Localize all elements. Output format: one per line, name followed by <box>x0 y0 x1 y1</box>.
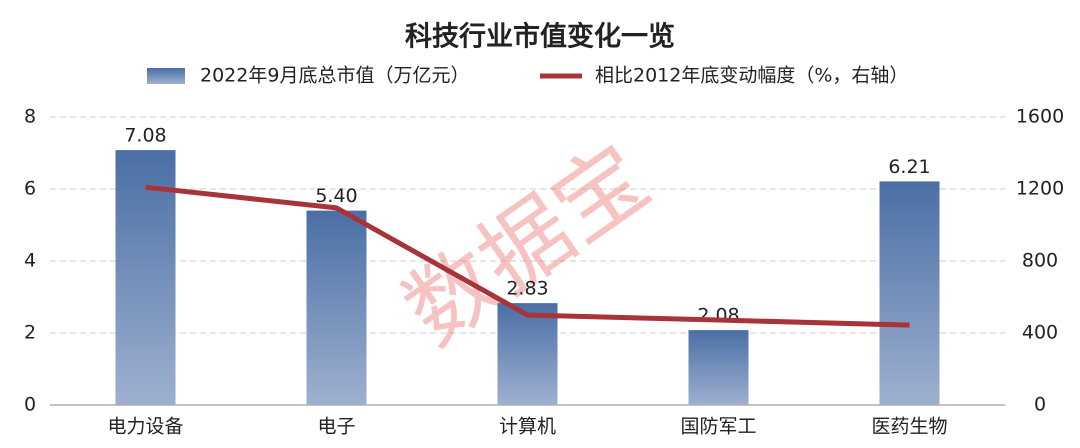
y-tick-label: 2 <box>24 322 36 344</box>
y-tick-label: 8 <box>24 106 36 128</box>
data-label: 7.08 <box>124 125 166 147</box>
y-tick-label: 4 <box>24 250 36 272</box>
y-tick-label: 6 <box>24 178 36 200</box>
data-label: 6.21 <box>888 156 930 178</box>
data-label: 5.40 <box>315 185 357 207</box>
bar <box>497 303 558 405</box>
bar <box>115 150 176 405</box>
line <box>145 184 910 328</box>
legend-swatch <box>147 68 185 84</box>
y2-tick-label: 1200 <box>1016 178 1064 200</box>
x-tick-label: 电子 <box>317 416 355 438</box>
data-label: 2.83 <box>506 278 548 300</box>
legend-label: 2022年9月底总市值（万亿元） <box>200 65 469 87</box>
y2-tick-label: 400 <box>1022 322 1058 344</box>
y2-tick-label: 1600 <box>1016 106 1064 128</box>
y2-tick-label: 0 <box>1034 394 1046 416</box>
chart-title: 科技行业市值变化一览 <box>405 21 675 53</box>
data-label: 2.08 <box>697 305 739 327</box>
x-tick-label: 电力设备 <box>107 416 183 438</box>
bar <box>688 330 749 405</box>
x-tick-label: 医药生物 <box>871 416 947 438</box>
legend-label: 相比2012年底变动幅度（%，右轴） <box>595 65 908 87</box>
y2-tick-label: 800 <box>1022 250 1058 272</box>
bar <box>306 210 367 405</box>
bar <box>879 181 940 405</box>
y-tick-label: 0 <box>24 394 36 416</box>
x-tick-label: 国防军工 <box>680 416 756 438</box>
x-tick-label: 计算机 <box>499 416 556 438</box>
